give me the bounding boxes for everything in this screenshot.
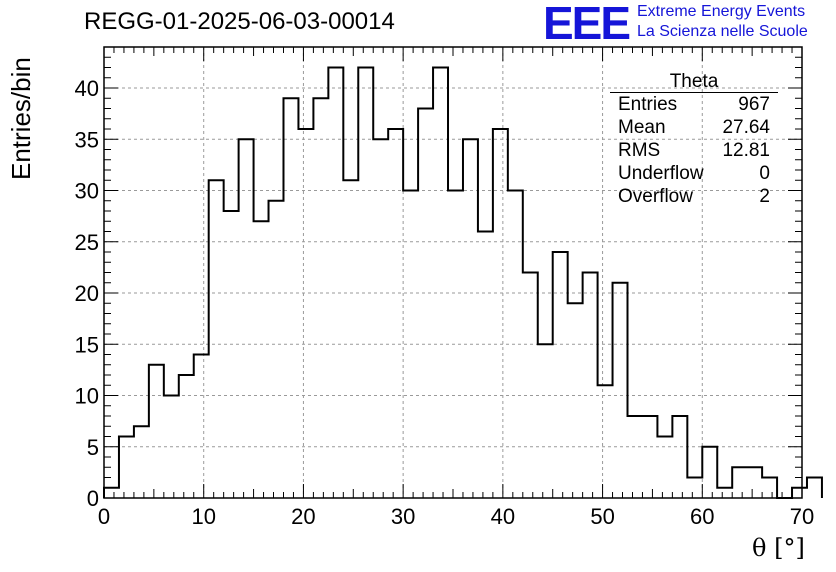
histogram-bin [732,467,747,498]
x-axis-label: θ [°] [752,534,805,562]
eee-logo: EEE [543,0,631,49]
brand-line-2: La Scienza nelle Scuole [637,23,808,40]
x-tick-label: 20 [291,504,315,529]
y-tick-label: 0 [87,486,99,511]
histogram-bin [283,98,298,498]
histogram-bin [209,180,224,498]
histogram-bin [149,365,164,498]
stats-title: Theta [610,72,778,93]
x-tick-label: 0 [98,504,110,529]
histogram-bin [373,139,388,498]
histogram-bin [478,232,493,499]
y-tick-label: 35 [75,127,99,152]
x-tick-label: 40 [491,504,515,529]
stats-label: Underflow [618,163,704,184]
stats-row-mean: Mean 27.64 [610,116,778,139]
histogram-bin [328,68,343,499]
stats-value: 2 [759,186,770,207]
y-tick-label: 30 [75,179,99,204]
histogram-bin [702,447,717,498]
histogram-bin [583,273,598,499]
histogram-bin [418,109,433,499]
histogram-bin [298,129,313,498]
x-tick-label: 50 [590,504,614,529]
histogram-bin [254,221,269,498]
histogram-bin [493,129,508,498]
histogram-bin [598,385,613,498]
histogram-bin [224,211,239,498]
stats-row-rms: RMS 12.81 [610,139,778,162]
brand-line-1: Extreme Energy Events [637,3,806,20]
chart-title: REGG-01-2025-06-03-00014 [84,8,395,35]
stats-value: 0 [759,163,770,184]
y-tick-label: 10 [75,384,99,409]
stats-box: Theta Entries 967 Mean 27.64 RMS 12.81 U… [610,72,778,208]
histogram-bin [343,180,358,498]
histogram-bin [269,201,284,498]
histogram-bin [642,416,657,498]
histogram-bin [463,139,478,498]
stats-value: 967 [738,94,770,115]
histogram-bin [553,252,568,498]
histogram-bin [628,416,643,498]
stats-value: 27.64 [722,117,770,138]
histogram-bin [538,344,553,498]
histogram-bin [613,283,628,498]
stats-label: Entries [618,94,678,115]
histogram-bin [433,68,448,499]
stats-label: Mean [618,117,666,138]
y-tick-label: 5 [87,435,99,460]
plot-frame [103,46,803,499]
histogram-bin [687,478,702,499]
histogram-bin [119,437,134,499]
y-axis-label: Entries/bin [6,57,36,180]
x-tick-label: 10 [191,504,215,529]
histogram-bin [523,273,538,499]
histogram-bin [792,488,807,498]
histogram-bin [239,139,254,498]
histogram-bin [388,129,403,498]
histogram-bin [657,437,672,499]
y-tick-label: 15 [75,332,99,357]
stats-row-overflow: Overflow 2 [610,185,778,208]
histogram-bin [568,303,583,498]
histogram-bin [358,68,373,499]
x-tick-label: 60 [690,504,714,529]
histogram-series-line [103,66,823,499]
histogram-bin [672,416,687,498]
stats-row-entries: Entries 967 [610,93,778,116]
histogram-bin [194,355,209,499]
y-tick-label: 25 [75,230,99,255]
histogram-bin [104,488,119,498]
x-tick-label: 70 [790,504,814,529]
histogram-bin [747,467,762,498]
histogram-bin [134,426,149,498]
y-tick-label: 40 [75,76,99,101]
histogram-bin [762,478,777,499]
histogram-bin [179,375,194,498]
histogram-bin [313,98,328,498]
x-tick-label: 30 [391,504,415,529]
y-tick-label: 20 [75,281,99,306]
stats-value: 12.81 [722,140,770,161]
stats-label: RMS [618,140,661,161]
stats-row-underflow: Underflow 0 [610,162,778,185]
histogram-bin [717,488,732,498]
stats-label: Overflow [618,186,693,207]
histogram-bin [807,478,822,499]
